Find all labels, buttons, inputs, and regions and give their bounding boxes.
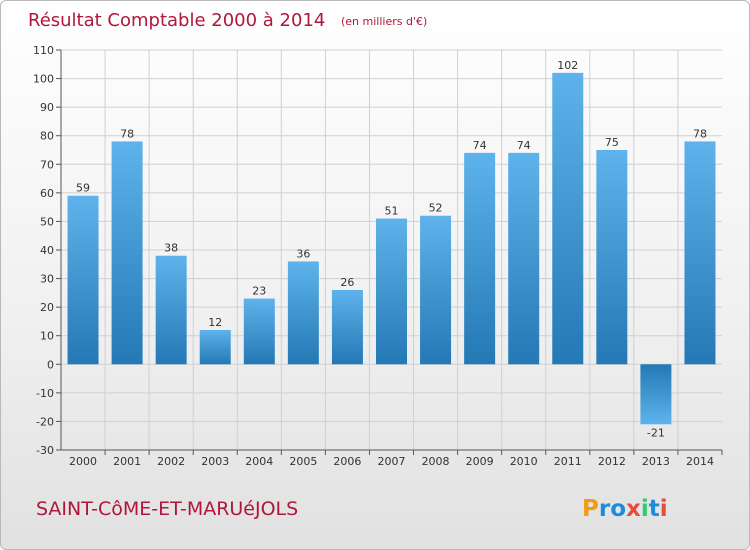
data-label: 52 — [429, 202, 443, 215]
axes-layer: -30 -20 -10 0 10 20 30 40 50 60 70 80 90 100 110 2000 20… — [33, 44, 723, 468]
y-tick-label: 110 — [33, 44, 54, 57]
bar-2002 — [155, 255, 187, 365]
data-label: 36 — [296, 247, 310, 260]
data-label: 38 — [164, 242, 178, 255]
data-label: -21 — [647, 426, 665, 439]
bar-2009 — [464, 152, 496, 365]
x-tick-label: 2014 — [686, 455, 714, 468]
bar-2010 — [508, 152, 540, 365]
data-label: 23 — [252, 285, 266, 298]
brand-letter: i — [641, 496, 649, 522]
y-tick-label: 50 — [40, 215, 54, 228]
brand-letter: o — [610, 496, 626, 522]
data-label: 78 — [120, 127, 134, 140]
data-label: 102 — [557, 59, 578, 72]
y-tick-label: 30 — [40, 273, 54, 286]
data-label: 74 — [473, 139, 487, 152]
x-tick-label: 2002 — [157, 455, 185, 468]
y-tick-label: 20 — [40, 301, 54, 314]
bar-2006 — [331, 290, 363, 365]
y-tick-label: 0 — [47, 358, 54, 371]
x-tick-label: 2006 — [333, 455, 361, 468]
brand-logo: Proxiti — [582, 496, 668, 522]
bar-2003 — [199, 330, 231, 365]
city-name: SAINT-CôME-ET-MARUéJOLS — [36, 498, 298, 520]
x-tick-label: 2000 — [69, 455, 97, 468]
bar-2014 — [684, 141, 716, 365]
x-tick-label: 2010 — [510, 455, 538, 468]
y-tick-label: -30 — [36, 444, 54, 457]
chart-title: Résultat Comptable 2000 à 2014 — [28, 10, 325, 31]
bars-layer: 59 78 38 12 23 36 26 51 52 74 74 102 75 -21 78 — [67, 59, 716, 439]
y-tick-label: 40 — [40, 244, 54, 257]
brand-letter: P — [582, 496, 599, 522]
brand-letter: x — [626, 496, 641, 522]
x-tick-label: 2007 — [378, 455, 406, 468]
bar-2004 — [243, 298, 275, 365]
chart-unit-note: (en milliers d'€) — [341, 15, 427, 28]
x-tick-label: 2001 — [113, 455, 141, 468]
bar-2005 — [287, 261, 319, 365]
bar-2012 — [596, 150, 628, 365]
x-tick-label: 2003 — [201, 455, 229, 468]
data-label: 12 — [208, 316, 222, 329]
x-tick-label: 2009 — [466, 455, 494, 468]
brand-letter: t — [649, 496, 660, 522]
x-tick-label: 2013 — [642, 455, 670, 468]
x-tick-label: 2004 — [245, 455, 273, 468]
bar-2000 — [67, 195, 99, 365]
x-tick-label: 2011 — [554, 455, 582, 468]
data-label: 75 — [605, 136, 619, 149]
data-label: 51 — [385, 205, 399, 218]
y-tick-label: 70 — [40, 158, 54, 171]
y-tick-label: -10 — [36, 387, 54, 400]
x-tick-label: 2005 — [289, 455, 317, 468]
bar-2007 — [376, 218, 407, 365]
bar-2008 — [420, 215, 452, 365]
data-label: 78 — [693, 127, 707, 140]
y-tick-label: 90 — [40, 101, 54, 114]
x-tick-label: 2012 — [598, 455, 626, 468]
y-tick-label: 60 — [40, 187, 54, 200]
bar-2013 — [640, 364, 672, 425]
y-tick-label: 80 — [40, 130, 54, 143]
brand-letter: i — [660, 496, 668, 522]
data-label: 59 — [76, 182, 90, 195]
y-tick-label: -20 — [36, 415, 54, 428]
y-tick-label: 100 — [33, 73, 54, 86]
data-label: 26 — [340, 276, 354, 289]
x-tick-label: 2008 — [422, 455, 450, 468]
y-tick-label: 10 — [40, 330, 54, 343]
bar-2001 — [111, 141, 143, 365]
bar-2011 — [552, 72, 584, 365]
data-label: 74 — [517, 139, 531, 152]
brand-letter: r — [599, 496, 611, 522]
